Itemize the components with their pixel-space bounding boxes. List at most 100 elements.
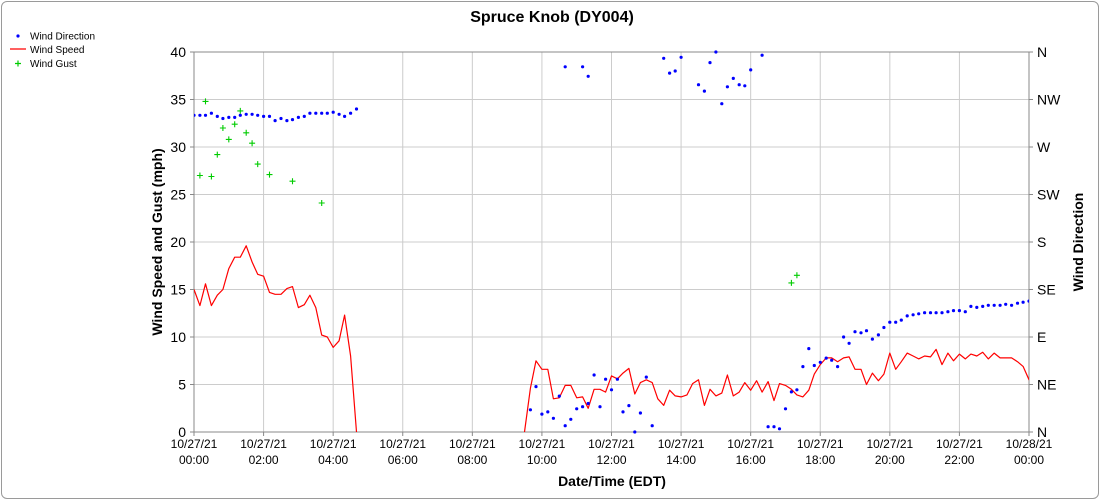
x-tick-label-date: 10/27/21 xyxy=(936,437,983,451)
y-axis-title-right: Wind Direction xyxy=(1070,193,1086,292)
x-tick-label-date: 10/28/21 xyxy=(1006,437,1053,451)
wind-direction-point xyxy=(696,83,701,87)
wind-direction-point xyxy=(894,320,898,324)
wind-direction-point xyxy=(604,377,608,381)
wind-direction-point xyxy=(847,341,851,345)
wind-direction-point xyxy=(1010,303,1014,307)
wind-direction-point xyxy=(320,111,324,115)
wind-speed-series xyxy=(194,245,1029,433)
x-tick-label-time: 10:00 xyxy=(527,453,557,467)
wind-gust-point xyxy=(219,125,226,131)
x-tick-label-date: 10/27/21 xyxy=(449,437,496,451)
wind-gust-point xyxy=(249,140,256,147)
wind-direction-point xyxy=(720,102,724,106)
wind-direction-point xyxy=(702,89,707,93)
x-tick-label-time: 04:00 xyxy=(318,453,348,467)
wind-direction-point xyxy=(789,390,794,394)
wind-direction-point xyxy=(957,309,962,313)
x-tick-label-time: 14:00 xyxy=(666,453,696,467)
wind-direction-point xyxy=(221,116,225,121)
wind-direction-point xyxy=(1027,299,1029,303)
wind-direction-point xyxy=(290,118,295,122)
wind-gust-point xyxy=(225,136,232,143)
wind-direction-point xyxy=(807,347,811,351)
x-tick-label-date: 10/27/21 xyxy=(658,437,705,451)
wind-direction-point xyxy=(853,330,857,334)
wind-direction-point xyxy=(668,71,672,75)
x-tick-label-time: 18:00 xyxy=(805,453,835,467)
wind-direction-point xyxy=(1004,302,1008,306)
y-tick-label: 15 xyxy=(170,282,186,298)
wind-direction-point xyxy=(911,313,915,317)
wind-direction-point xyxy=(801,365,805,369)
y2-tick-label: NW xyxy=(1037,92,1061,108)
wind-gust-point xyxy=(289,178,296,185)
x-tick-label-date: 10/27/21 xyxy=(379,437,426,451)
x-tick-label-time: 02:00 xyxy=(249,453,279,467)
x-tick-label-date: 10/27/21 xyxy=(240,437,287,451)
wind-direction-point xyxy=(975,305,979,309)
wind-direction-point xyxy=(882,325,886,330)
wind-direction-point xyxy=(760,53,764,57)
legend-label-wind-speed: Wind Speed xyxy=(30,45,84,56)
wind-gust-point xyxy=(231,121,238,128)
legend-item-wind-gust: Wind Gust xyxy=(15,59,77,70)
wind-direction-point xyxy=(998,303,1002,307)
y-tick-label: 25 xyxy=(170,187,186,203)
wind-direction-point xyxy=(859,331,863,335)
y2-tick-label: N xyxy=(1037,424,1047,440)
wind-direction-point xyxy=(644,375,648,379)
wind-direction-point xyxy=(209,111,213,115)
wind-gust-point xyxy=(243,129,250,136)
legend-item-wind-direction: Wind Direction xyxy=(16,32,95,43)
legend: Wind Direction Wind Speed Wind Gust xyxy=(10,32,95,70)
wind-gust-point xyxy=(266,171,273,178)
wind-direction-point xyxy=(934,311,938,315)
wind-direction-point xyxy=(598,405,602,409)
x-tick-label-time: 20:00 xyxy=(875,453,905,467)
wind-direction-point xyxy=(302,114,306,118)
wind-direction-point xyxy=(609,388,614,392)
x-tick-label-date: 10/27/21 xyxy=(866,437,913,451)
wind-direction-point xyxy=(203,113,208,117)
wind-direction-point xyxy=(581,405,585,409)
wind-direction-point xyxy=(540,412,544,416)
y2-tick-label: N xyxy=(1037,44,1047,60)
wind-speed-line xyxy=(523,348,1029,433)
wind-direction-point xyxy=(969,304,973,308)
x-tick-label-time: 22:00 xyxy=(944,453,974,467)
wind-gust-point xyxy=(214,151,221,158)
wind-direction-point xyxy=(194,113,196,117)
legend-marker-wind-gust xyxy=(15,60,21,67)
wind-direction-point xyxy=(215,114,219,118)
wind-gust-point xyxy=(793,272,800,279)
wind-direction-point xyxy=(633,430,637,434)
wind-direction-point xyxy=(737,83,741,87)
wind-direction-point xyxy=(256,113,260,117)
wind-direction-point xyxy=(923,311,927,315)
wind-direction-point xyxy=(743,84,747,88)
wind-direction-series xyxy=(194,50,1029,434)
wind-direction-point xyxy=(557,394,561,398)
wind-direction-point xyxy=(662,56,666,60)
wind-direction-point xyxy=(592,373,596,377)
wind-direction-point xyxy=(899,318,903,322)
y-tick-label: 40 xyxy=(170,44,186,60)
wind-direction-point xyxy=(244,112,248,116)
x-tick-label-time: 00:00 xyxy=(179,453,209,467)
wind-direction-point xyxy=(842,335,846,339)
wind-direction-point xyxy=(795,388,799,392)
wind-gust-point xyxy=(202,98,209,105)
y2-tick-label: SE xyxy=(1037,282,1056,298)
x-axis-ticks: 10/27/21 00:00 10/27/21 02:00 10/27/21 04:00 1… xyxy=(171,432,1053,467)
wind-gust-point xyxy=(196,172,203,179)
wind-direction-point xyxy=(233,115,237,119)
x-tick-label-date: 10/27/21 xyxy=(588,437,635,451)
wind-direction-point xyxy=(267,114,272,118)
wind-direction-point xyxy=(296,115,300,119)
wind-direction-point xyxy=(824,356,828,360)
y2-tick-label: NE xyxy=(1037,377,1056,393)
wind-direction-point xyxy=(569,417,573,421)
wind-direction-point xyxy=(946,310,950,314)
